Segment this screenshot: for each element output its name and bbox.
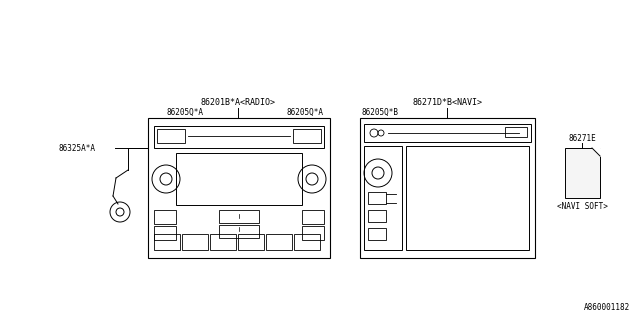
Text: A860001182: A860001182 <box>584 303 630 312</box>
Bar <box>360 118 535 258</box>
Bar <box>294 234 320 250</box>
Bar <box>368 192 386 204</box>
Bar <box>176 153 302 205</box>
Bar <box>154 234 180 250</box>
Bar <box>406 146 529 250</box>
Bar <box>368 228 386 240</box>
Bar <box>219 210 259 223</box>
Bar <box>154 226 176 240</box>
Bar <box>219 225 259 238</box>
Text: <NAVI SOFT>: <NAVI SOFT> <box>557 202 607 211</box>
Bar <box>364 146 402 250</box>
Text: 86325A*A: 86325A*A <box>58 143 95 153</box>
Text: 86205Q*A: 86205Q*A <box>287 108 323 117</box>
Bar <box>238 234 264 250</box>
Text: 86271E: 86271E <box>568 134 596 143</box>
Bar <box>364 124 531 142</box>
Bar <box>148 118 330 258</box>
Bar <box>154 210 176 224</box>
Circle shape <box>116 208 124 216</box>
Bar <box>293 129 321 143</box>
Polygon shape <box>592 148 600 156</box>
Bar <box>302 226 324 240</box>
Bar <box>157 129 185 143</box>
Bar <box>210 234 236 250</box>
Bar <box>505 127 527 137</box>
Bar <box>266 234 292 250</box>
Bar <box>302 210 324 224</box>
Bar <box>565 148 600 198</box>
Bar <box>182 234 208 250</box>
Bar <box>368 210 386 222</box>
Text: 86205Q*B: 86205Q*B <box>362 108 399 117</box>
Bar <box>154 126 324 148</box>
Text: 86201B*A<RADIO>: 86201B*A<RADIO> <box>200 98 275 107</box>
Text: 86271D*B<NAVI>: 86271D*B<NAVI> <box>412 98 482 107</box>
Text: 86205Q*A: 86205Q*A <box>166 108 204 117</box>
